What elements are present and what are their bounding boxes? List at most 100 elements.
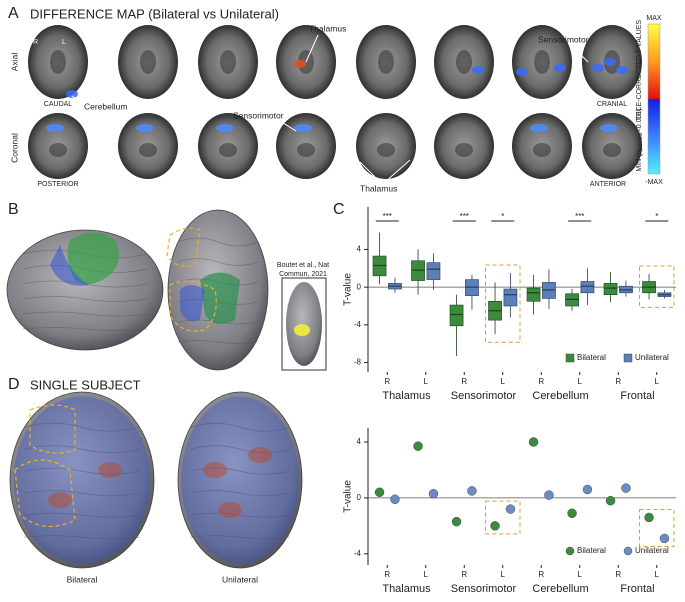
significance-label: *	[655, 212, 658, 221]
x-tick-label: R	[461, 570, 467, 579]
mri-ventricle	[603, 143, 621, 157]
colorbar	[647, 23, 661, 175]
mri-ventricle	[378, 50, 394, 74]
dot	[413, 441, 423, 451]
arrow	[279, 120, 297, 132]
threshold-suffix: <0.001)	[636, 108, 643, 132]
dot	[605, 495, 616, 506]
activation-overlay	[248, 447, 272, 463]
activation-blob	[472, 66, 484, 74]
annotation: Thalamus	[360, 183, 397, 193]
dot	[451, 516, 462, 527]
activation-blob	[46, 124, 64, 132]
overlay	[181, 396, 299, 564]
highlight-outline	[14, 459, 76, 527]
legend-label: Bilateral	[577, 353, 606, 362]
x-tick-label: L	[655, 377, 660, 386]
y-tick-label: 4	[357, 245, 362, 254]
brain-render	[177, 391, 303, 569]
activation-blob	[600, 124, 618, 132]
y-tick-label: -4	[354, 549, 362, 558]
orientation-label: CRANIAL	[597, 101, 627, 108]
group-label: Sensorimotor	[451, 583, 517, 595]
significance-label: ***	[383, 212, 392, 221]
row-label: Coronal	[9, 133, 19, 163]
mri-ventricle	[219, 143, 237, 157]
brain-render	[6, 229, 164, 351]
orientation-label: ANTERIOR	[590, 181, 626, 188]
sulcus	[22, 311, 148, 317]
activation-overlay	[67, 232, 119, 284]
activation-overlay	[203, 462, 227, 478]
significance-label: *	[501, 212, 504, 221]
dot	[428, 489, 439, 499]
orientation-label: POSTERIOR	[37, 181, 78, 188]
x-tick-label: R	[615, 570, 621, 579]
activation-blob	[554, 64, 566, 72]
colorbar-max: MAX	[646, 15, 662, 22]
mri-ventricle	[456, 50, 472, 74]
activation-overlay	[50, 245, 90, 286]
panel-letter: B	[8, 201, 19, 218]
mri-ventricle	[50, 50, 66, 74]
panel-letter: D	[8, 376, 20, 393]
annotation: Sensorimotor	[233, 110, 284, 120]
x-tick-label: R	[461, 377, 467, 386]
sulcus	[24, 490, 140, 497]
panel-title: DIFFERENCE MAP (Bilateral vs Unilateral)	[30, 6, 279, 21]
legend-swatch	[623, 546, 633, 556]
orientation-label: CAUDAL	[44, 101, 73, 108]
activation-blob	[66, 90, 78, 98]
dot	[567, 508, 577, 518]
activation-overlay	[218, 502, 242, 518]
group-label: Frontal	[620, 390, 654, 402]
colorbar-title: TFCE-CORRECTED T-VALUES	[636, 20, 643, 120]
sulcus	[190, 422, 290, 432]
mri-ventricle	[455, 143, 473, 157]
legend-swatch	[623, 353, 633, 363]
panel-letter: C	[333, 201, 345, 218]
group-label: Cerebellum	[532, 583, 588, 595]
dot	[659, 533, 670, 544]
dot	[374, 487, 385, 498]
sulcus	[24, 467, 140, 475]
legend-swatch	[565, 353, 575, 363]
sulcus	[22, 296, 148, 302]
row-label: Axial	[9, 53, 19, 72]
sulcus	[177, 340, 259, 344]
box	[426, 262, 441, 280]
annotation: Sensorimotor	[538, 34, 589, 44]
dot	[544, 490, 554, 500]
sulcus	[190, 467, 290, 475]
highlight-box	[485, 264, 521, 343]
group-label: Frontal	[620, 583, 654, 595]
mri-ventricle	[377, 143, 395, 157]
panel-a	[28, 25, 642, 179]
box	[526, 287, 541, 302]
colorbar-min: -MAX	[645, 179, 663, 186]
sulcus	[177, 258, 259, 266]
box	[503, 288, 518, 307]
citation: Commun, 2021	[279, 271, 327, 278]
sulcus	[190, 512, 290, 518]
orientation-label: R	[33, 39, 38, 46]
overlay	[13, 396, 151, 564]
activation-overlay	[98, 462, 122, 478]
sulcus	[190, 445, 290, 454]
panel-d	[9, 391, 303, 569]
activation-overlay	[180, 285, 205, 322]
x-tick-label: L	[501, 570, 506, 579]
reference-brain	[286, 282, 322, 366]
y-tick-label: -4	[354, 320, 362, 329]
x-tick-label: R	[538, 377, 544, 386]
highlight-box	[639, 508, 675, 547]
panel-title: SINGLE SUBJECT	[30, 377, 141, 392]
threshold-p: p	[636, 151, 643, 156]
activation-blob	[136, 124, 154, 132]
arrow	[305, 34, 319, 63]
y-axis-label: T-value	[343, 480, 354, 513]
box	[580, 281, 595, 294]
activation-blob	[592, 64, 604, 72]
x-tick-label: L	[578, 570, 583, 579]
